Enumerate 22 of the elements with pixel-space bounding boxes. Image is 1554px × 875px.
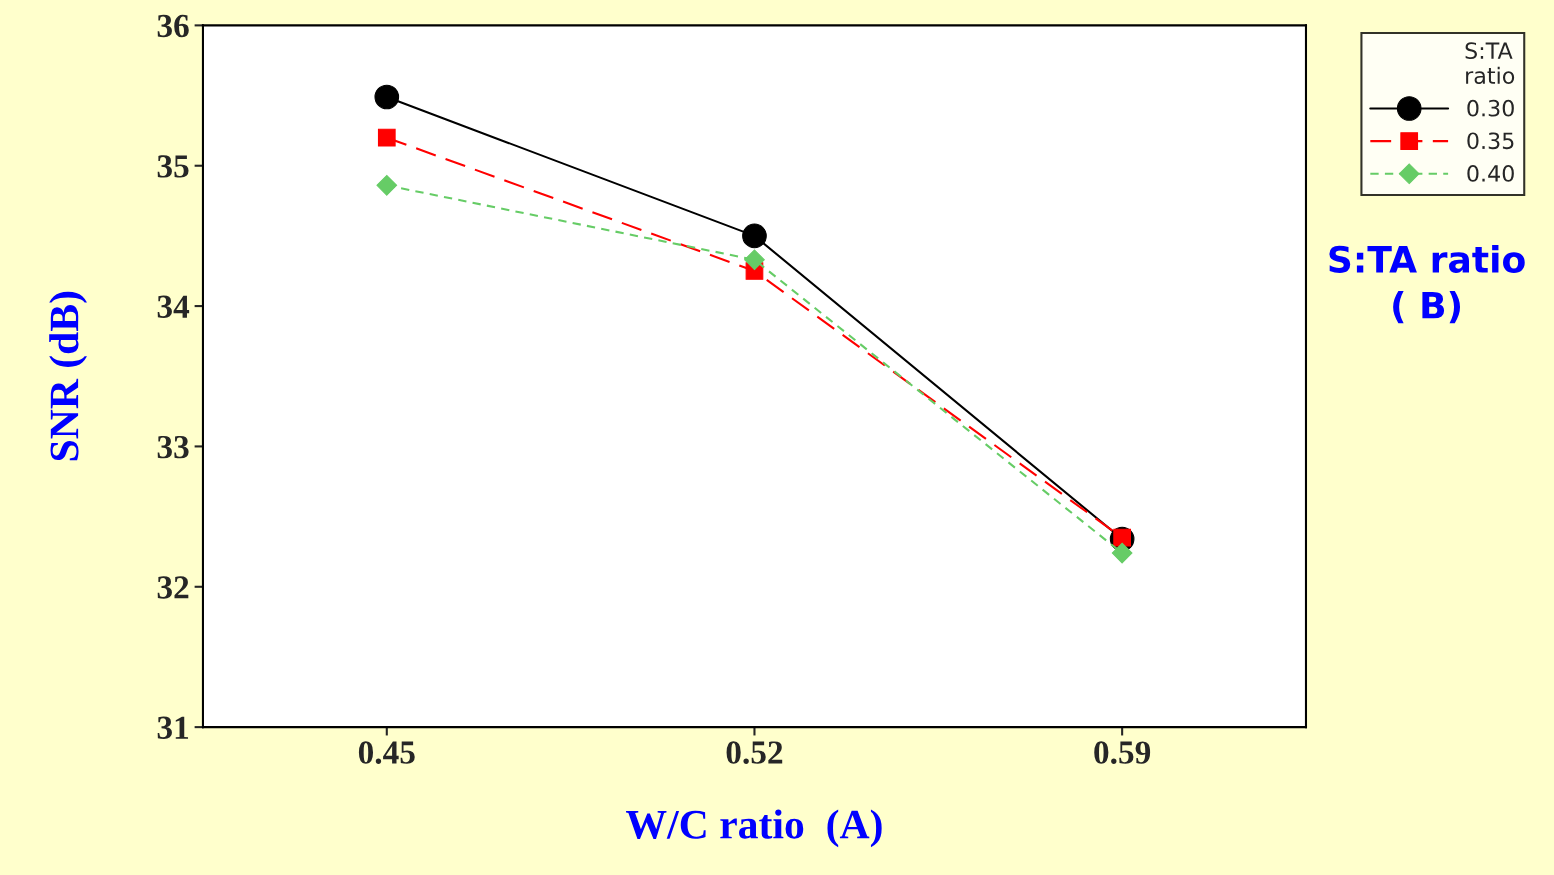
text: S:TA ratio ( B) [1329, 245, 1525, 324]
x-axis-title: W/C ratio (A) [626, 809, 882, 848]
point [376, 175, 398, 196]
point [377, 128, 396, 147]
point [744, 249, 765, 271]
legend-label: 0.30 [1467, 99, 1514, 117]
point [742, 223, 767, 249]
x-tick-label: 0.45 [358, 741, 415, 764]
y-tick-label: 32 [157, 576, 189, 599]
legend-label: 0.35 [1467, 132, 1514, 150]
y-tick-label: 31 [157, 716, 189, 740]
y-axis-title: SNR (dB) [49, 291, 87, 461]
y-tick-label: 34 [157, 295, 190, 318]
y-tick-label: 36 [157, 14, 189, 38]
point [1111, 542, 1133, 564]
x-tick-label: 0.52 [726, 741, 783, 764]
legend-title: S:TA ratio [1465, 42, 1515, 84]
legend-label: 0.40 [1467, 165, 1514, 182]
y-tick-label: 35 [157, 155, 189, 178]
y-tick-label: 33 [157, 435, 189, 459]
x-tick-label: 0.59 [1094, 741, 1151, 764]
point [374, 84, 400, 110]
